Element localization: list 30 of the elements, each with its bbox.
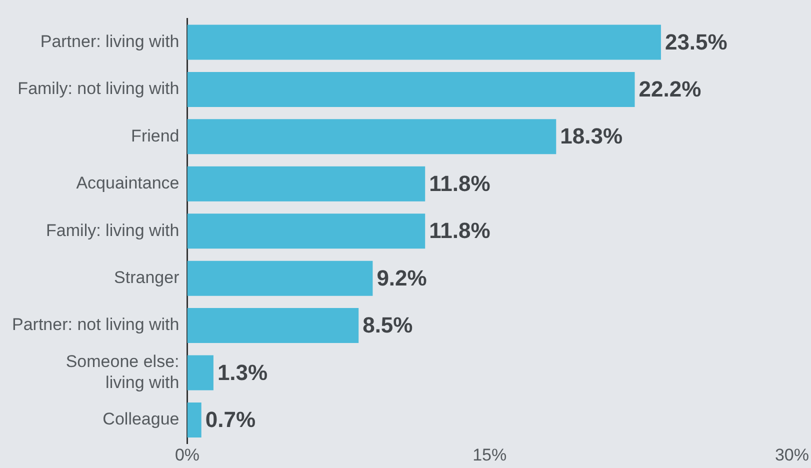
y-tick-label: Stranger — [114, 268, 180, 288]
bar — [187, 214, 426, 249]
data-label: 23.5% — [664, 29, 728, 54]
data-label: 22.2% — [638, 76, 702, 102]
y-tick-label: Partner: not living with — [12, 315, 180, 334]
data-label: 11.8% — [429, 170, 490, 196]
data-label: 8.5% — [362, 312, 413, 338]
bar — [187, 355, 214, 390]
y-tick-label: Friend — [131, 126, 180, 146]
x-tick-label: 30% — [774, 445, 810, 464]
bar — [187, 72, 635, 107]
bar — [187, 24, 661, 60]
data-label: 1.3% — [217, 360, 268, 385]
bar — [187, 260, 373, 296]
bar — [187, 402, 202, 438]
bar — [187, 166, 426, 202]
y-tick-label: Family: living with — [46, 220, 180, 240]
y-tick-label: Family: not living with — [18, 79, 180, 98]
x-tick-label: 0% — [174, 445, 200, 464]
y-tick-label: Acquaintance — [76, 174, 180, 193]
bar — [187, 308, 359, 344]
data-label: 0.7% — [205, 407, 256, 432]
y-tick-label: Colleague — [102, 410, 180, 429]
x-tick-label: 15% — [472, 445, 507, 464]
y-tick-label: Partner: living with — [40, 32, 180, 51]
y-tick-label: Someone else: living with — [66, 352, 180, 392]
data-label: 9.2% — [376, 265, 427, 290]
data-label: 11.8% — [429, 218, 490, 244]
bar — [187, 119, 556, 154]
data-label: 18.3% — [560, 124, 623, 149]
